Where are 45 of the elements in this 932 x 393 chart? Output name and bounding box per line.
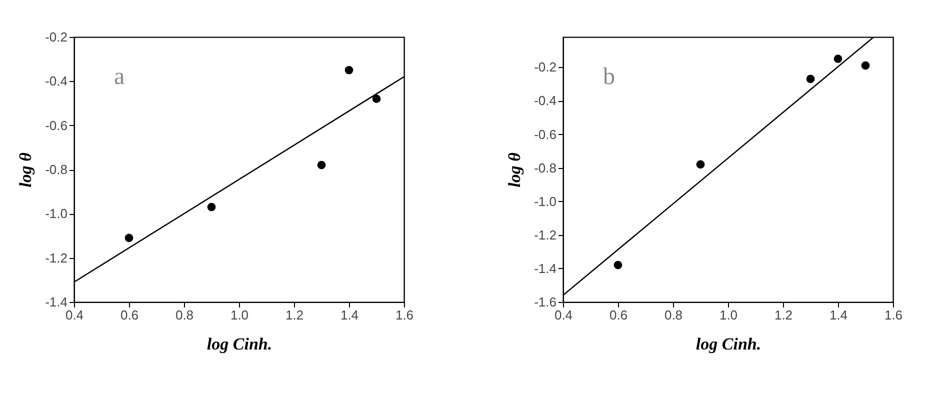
x-tick-label: 0.8 (175, 308, 194, 322)
y-tick-label: -1.0 (534, 194, 556, 209)
y-tick-label: -1.4 (45, 294, 68, 310)
point (344, 66, 354, 74)
y-tick-label: -0.4 (45, 74, 68, 89)
point (861, 61, 870, 70)
y-tick-label: -0.4 (534, 93, 556, 108)
x-tick-label: 0.6 (609, 308, 628, 322)
x-tick-label: 0.8 (664, 308, 683, 322)
y-tick-label: -1.2 (534, 227, 556, 242)
y-tick-label: -0.8 (45, 162, 68, 177)
x-tick-label: 1.2 (285, 308, 304, 322)
x-tick-label: 1.4 (829, 308, 848, 322)
x-tick-label: 1.0 (230, 308, 249, 322)
annotation: b (603, 64, 615, 90)
x-tick-label: 0.6 (120, 308, 139, 322)
point (207, 202, 216, 212)
x-tick-label: 0.4 (554, 308, 573, 322)
point (806, 74, 815, 84)
y-axis-title: log θ (16, 152, 36, 188)
point (696, 160, 705, 169)
x-tick-label: 1.2 (774, 308, 793, 322)
x-tick-label: 1.6 (395, 308, 414, 322)
annotation: a (114, 64, 125, 90)
y-tick-label: -0.2 (534, 60, 556, 75)
y-tick-label: -1.6 (534, 294, 556, 310)
y-tick-label: -0.8 (534, 160, 556, 176)
point (317, 160, 326, 170)
point (614, 260, 622, 270)
y-axis-title: log θ (505, 152, 524, 188)
x-tick-label: 1.0 (719, 308, 738, 322)
y-tick-label: -0.6 (534, 126, 556, 142)
x-tick-label: 1.4 (340, 308, 359, 322)
x-tick-label: 0.4 (65, 308, 84, 322)
y-tick-label: -0.2 (45, 30, 68, 44)
point (124, 234, 134, 242)
y-tick-label: -1.4 (534, 260, 556, 276)
point (372, 94, 381, 104)
x-tick-label: 1.6 (884, 308, 903, 322)
x-axis-title: log Cinh. (696, 334, 762, 354)
y-tick-label: -0.6 (45, 118, 68, 133)
y-tick-label: -1.0 (45, 206, 68, 222)
point (834, 54, 842, 63)
y-tick-label: -1.2 (45, 250, 68, 266)
x-axis-title: log Cinh. (206, 334, 272, 354)
